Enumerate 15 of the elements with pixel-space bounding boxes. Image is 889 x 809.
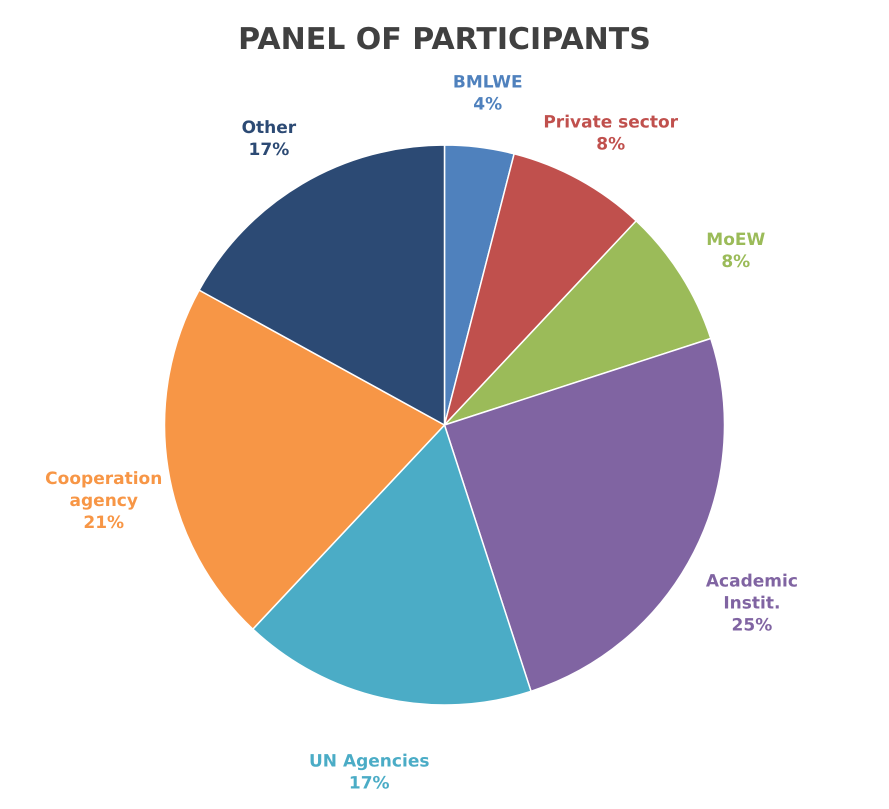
slice-label: Academic Instit. — [706, 572, 798, 614]
data-label: 17% — [248, 140, 290, 160]
data-label: 8% — [596, 134, 626, 155]
slice-label: Private sector — [543, 112, 679, 133]
data-label: 8% — [721, 252, 750, 272]
data-label: 17% — [348, 774, 390, 794]
chart-title: PANEL OF PARTICIPANTS — [238, 22, 651, 57]
slice-label: Cooperation agency — [45, 468, 162, 511]
slice-label: UN Agencies — [309, 752, 430, 772]
data-label: 25% — [732, 616, 772, 636]
data-label: 4% — [473, 94, 502, 115]
slice-label: BMLWE — [452, 72, 523, 93]
data-label: 21% — [83, 512, 124, 533]
slice-label: MoEW — [706, 230, 766, 250]
slice-label: Other — [242, 118, 297, 138]
